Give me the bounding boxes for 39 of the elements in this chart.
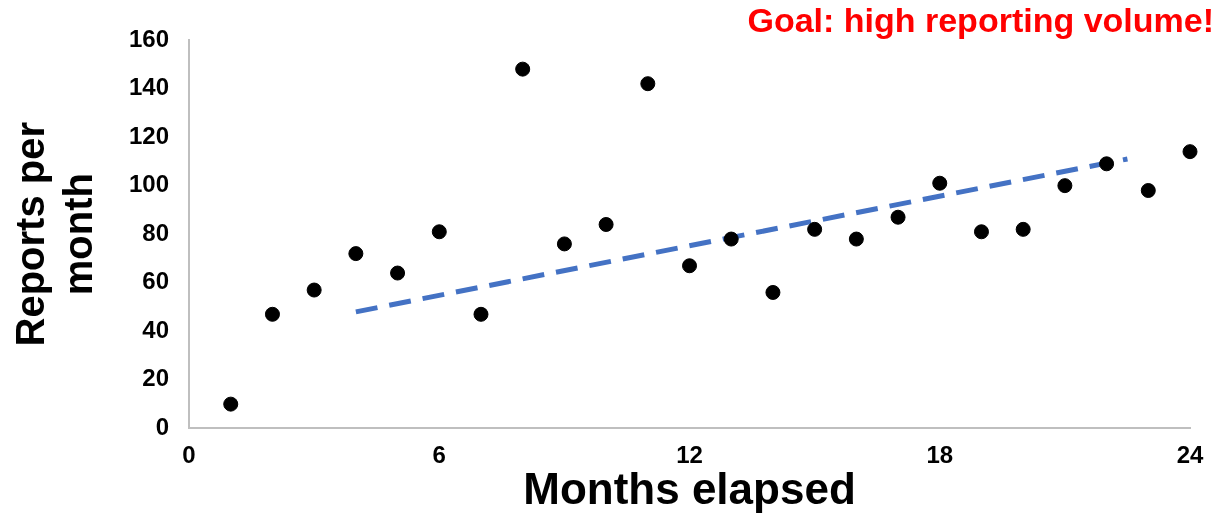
point (515, 61, 531, 77)
point (890, 209, 906, 225)
point (640, 76, 656, 92)
y-tick-label: 60 (142, 267, 170, 295)
x-tick-label: 0 (182, 441, 196, 469)
y-tick-label: 160 (129, 24, 170, 52)
y-axis-title: Reports per month (8, 121, 101, 347)
x-tick-label: 24 (1176, 441, 1204, 469)
point (264, 306, 280, 322)
y-tick-label: 120 (129, 121, 170, 149)
y-tick-label: 40 (142, 315, 170, 343)
x-tick-label: 18 (926, 441, 954, 469)
point (431, 224, 447, 240)
point (973, 224, 989, 240)
point (932, 175, 948, 191)
point (306, 282, 322, 298)
point (598, 216, 614, 232)
x-tick-label: 6 (432, 441, 446, 469)
y-tick-label: 20 (142, 364, 170, 392)
point (390, 265, 406, 281)
point (1057, 178, 1073, 194)
y-tick-label: 140 (129, 73, 170, 101)
point (682, 258, 698, 274)
point (765, 284, 781, 300)
annotation: Goal: high reporting volume! (747, 1, 1214, 40)
point (1015, 221, 1031, 237)
point (723, 231, 739, 247)
point (1140, 183, 1156, 199)
y-tick-label: 100 (129, 170, 170, 198)
point (848, 231, 864, 247)
point (1182, 144, 1198, 160)
y-tick-label: 80 (142, 218, 170, 246)
point (1099, 156, 1115, 172)
point (807, 221, 823, 237)
point (556, 236, 572, 252)
point (348, 246, 364, 262)
point (473, 306, 489, 322)
point (223, 396, 239, 412)
y-tick-label: 0 (155, 413, 170, 441)
